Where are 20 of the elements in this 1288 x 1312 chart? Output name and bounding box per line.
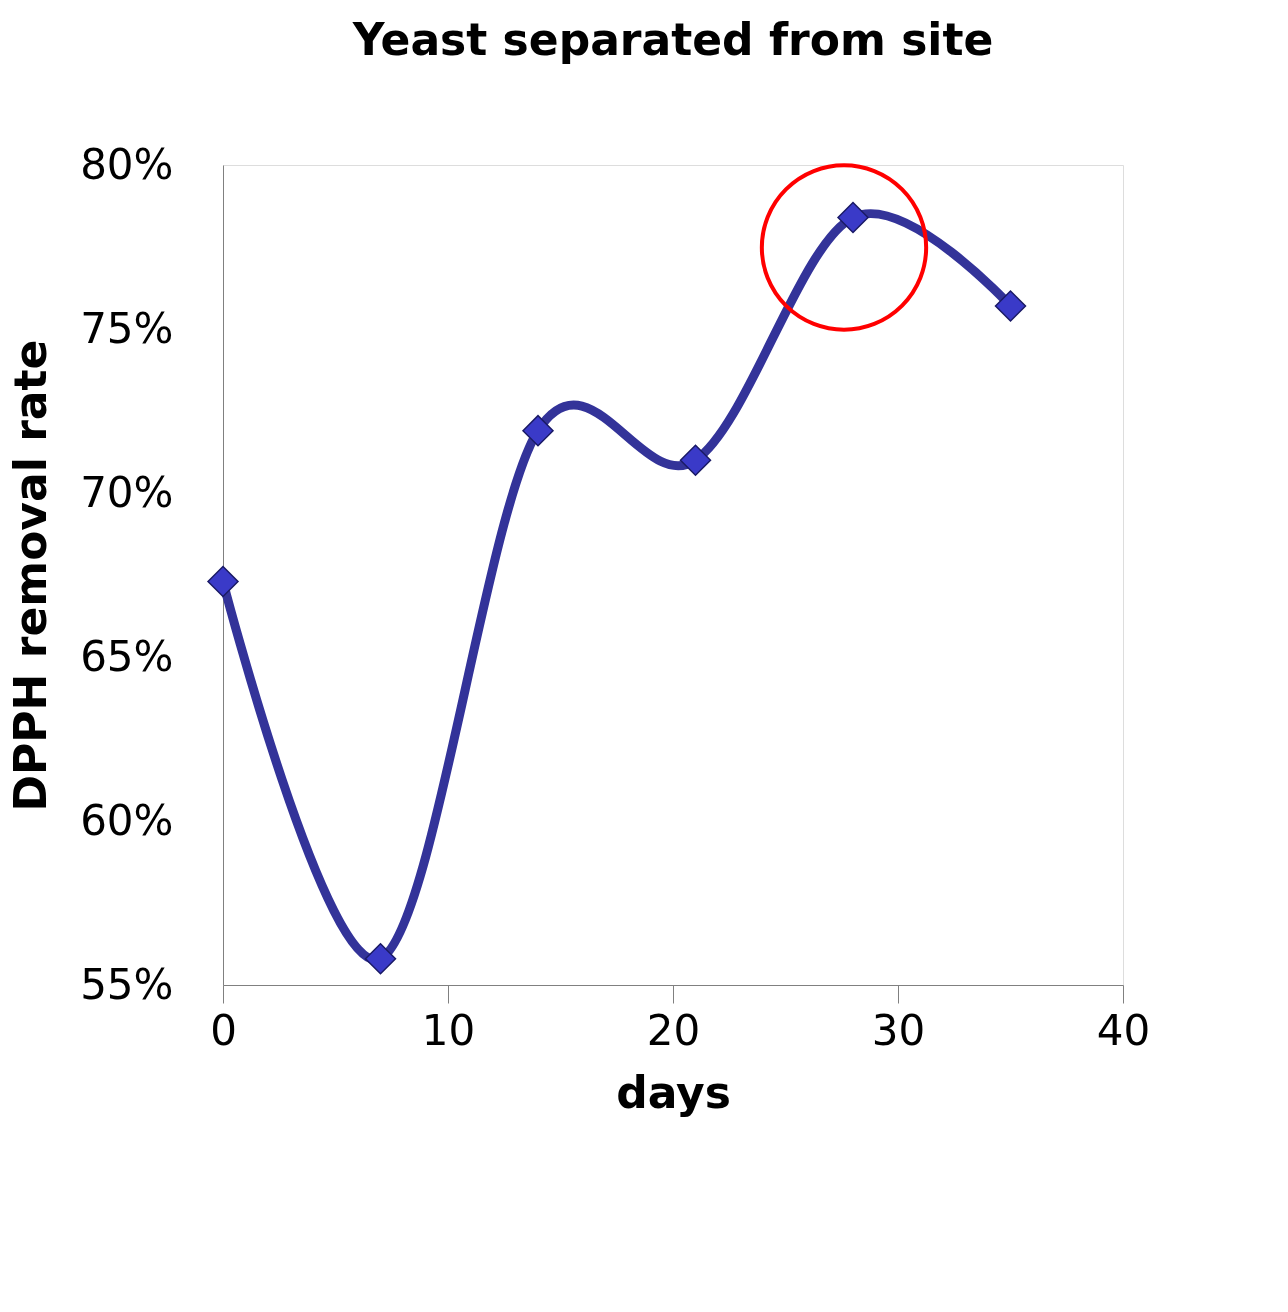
point — [207, 565, 239, 598]
x-tick-label: 0 — [210, 1005, 237, 1055]
y-tick-label: 80% — [80, 139, 174, 189]
x-tick-label: 20 — [646, 1005, 701, 1055]
point — [994, 290, 1027, 322]
y-tick-label: 65% — [80, 631, 174, 681]
y-tick-label: 70% — [80, 467, 174, 517]
x-tick-label: 10 — [421, 1005, 476, 1055]
x-tick-label: 30 — [871, 1005, 926, 1055]
point — [364, 943, 397, 975]
chart-title: Yeast separated from site — [351, 14, 994, 65]
point — [837, 201, 869, 234]
x-axis-title: days — [616, 1066, 731, 1118]
point — [522, 414, 554, 447]
y-axis-title: DPPH removal rate — [5, 339, 57, 812]
y-tick-label: 55% — [80, 959, 174, 1009]
point — [679, 444, 712, 476]
y-tick-label: 60% — [80, 795, 174, 845]
x-tick-label: 40 — [1096, 1005, 1151, 1055]
y-tick-label: 75% — [80, 303, 174, 353]
